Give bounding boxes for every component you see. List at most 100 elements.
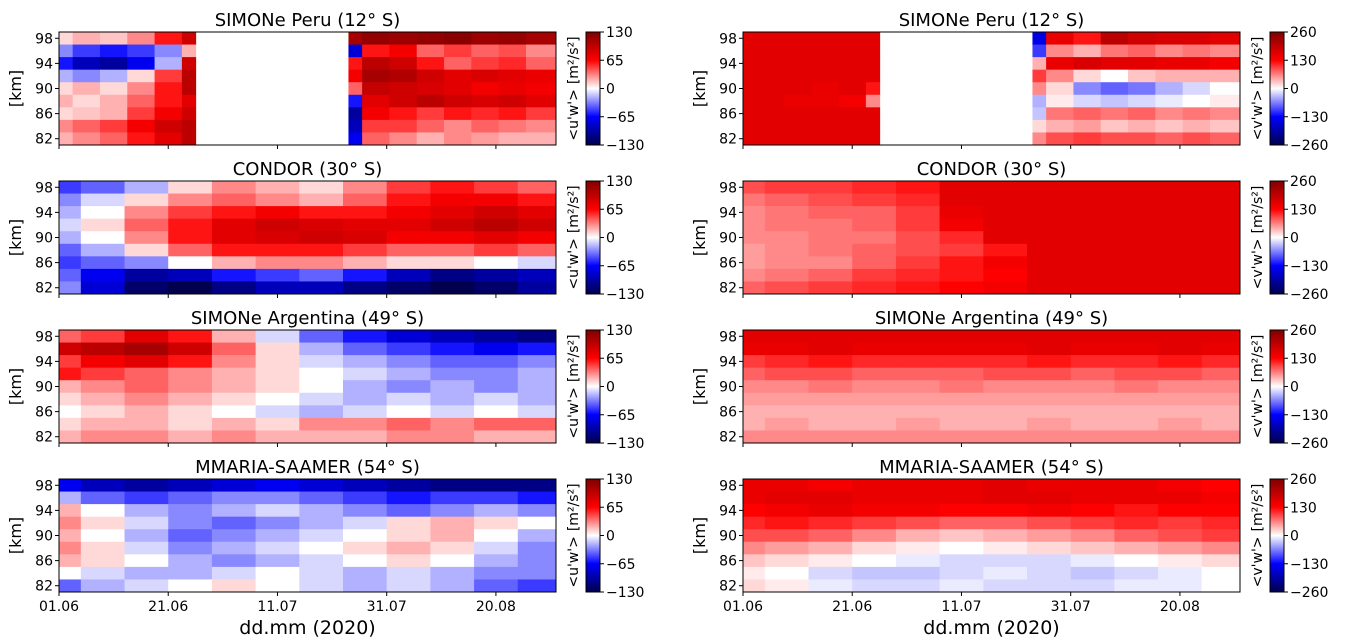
heatmap-cell (783, 69, 812, 83)
heatmap-cell (1209, 82, 1240, 96)
x-tick-label: 11.07 (941, 599, 981, 615)
heatmap-cell (1209, 44, 1240, 58)
heatmap-cell (59, 579, 82, 592)
y-tick-label: 86 (35, 107, 53, 123)
heatmap-cell (764, 330, 810, 344)
heatmap-cell (168, 193, 213, 207)
heatmap-cell (1155, 119, 1184, 134)
heatmap-area (743, 479, 1240, 592)
heatmap-cell (939, 566, 984, 581)
heatmap-cell (181, 119, 197, 134)
heatmap-cell (1114, 516, 1159, 530)
heatmap-cell (1155, 132, 1184, 145)
heatmap-cell (808, 206, 853, 220)
heatmap-cell (764, 243, 810, 257)
heatmap-cell (811, 57, 840, 71)
panel-7: 98 94 90 86 82 [km] 01.06 21.06 11.07 31.07 20.08 d… (6, 457, 644, 639)
heatmap-cell (865, 32, 881, 46)
y-tick-label: 98 (35, 31, 53, 47)
heatmap-cell (1073, 69, 1102, 83)
heatmap-cell (299, 392, 344, 406)
heatmap-cell (743, 69, 758, 83)
heatmap-cell (1158, 541, 1203, 555)
heatmap-cell (124, 430, 169, 443)
heatmap-cell (1158, 491, 1203, 505)
heatmap-cell (474, 268, 519, 283)
heatmap-cell (154, 119, 183, 134)
heatmap-cell (1027, 218, 1072, 232)
heatmap-cell (1201, 193, 1240, 207)
heatmap-cell (299, 206, 344, 220)
heatmap-cell (743, 107, 758, 121)
heatmap-cell (211, 529, 257, 543)
heatmap-cell (343, 405, 388, 419)
heatmap-cell (343, 479, 388, 493)
heatmap-cell (211, 218, 257, 232)
heatmap-cell (498, 132, 527, 145)
heatmap-cell (764, 218, 810, 232)
heatmap-cell (299, 529, 344, 543)
heatmap-cell (299, 193, 344, 207)
heatmap-cell (124, 554, 169, 568)
heatmap-cell (743, 554, 766, 568)
heatmap-cell (1128, 44, 1156, 58)
heatmap-cell (811, 32, 840, 46)
heatmap-cell (852, 256, 897, 270)
heatmap-cell (1100, 82, 1129, 96)
heatmap-cell (743, 504, 766, 518)
heatmap-cell (127, 44, 156, 58)
heatmap-cell (430, 516, 475, 530)
heatmap-cell (1209, 69, 1240, 83)
heatmap-cell (343, 367, 388, 381)
heatmap-cell (299, 231, 344, 245)
heatmap-cell (343, 243, 388, 257)
heatmap-cell (1182, 32, 1211, 46)
heatmap-cell (72, 57, 101, 71)
y-tick-label: 90 (35, 380, 53, 396)
heatmap-cell (517, 516, 556, 530)
heatmap-cell (255, 268, 300, 283)
heatmap-cell (743, 405, 766, 419)
heatmap-cell (1201, 430, 1240, 443)
colorbar-quantity: <v'w'> (1250, 536, 1266, 587)
heatmap-cell (1027, 405, 1072, 419)
y-axis-label: [km] (6, 368, 25, 405)
heatmap-cell (99, 44, 128, 58)
heatmap-cell (939, 268, 984, 283)
heatmap-cell (343, 231, 388, 245)
heatmap-cell (1155, 69, 1184, 83)
colorbar-tick-label: 260 (1290, 472, 1317, 488)
heatmap-cell (416, 82, 445, 96)
heatmap-cell (348, 119, 363, 134)
heatmap-cell (343, 206, 388, 220)
heatmap-cell (348, 57, 363, 71)
heatmap-cell (983, 479, 1028, 493)
heatmap-cell (59, 355, 82, 369)
heatmap-cell (983, 566, 1028, 581)
heatmap-cell (1182, 119, 1211, 134)
heatmap-cell (865, 57, 881, 71)
heatmap-cell (1201, 206, 1240, 220)
heatmap-cell (59, 57, 74, 71)
heatmap-cell (808, 281, 853, 294)
heatmap-cell (852, 268, 897, 283)
y-tick-label: 82 (35, 430, 53, 446)
heatmap-cell (471, 44, 500, 58)
heatmap-cell (255, 479, 300, 493)
heatmap-cell (80, 541, 126, 555)
heatmap-cell (1201, 243, 1240, 257)
colorbar-label: <u'w'> [m²/s²] (566, 483, 582, 587)
heatmap-cell (764, 193, 810, 207)
y-tick-label: 86 (719, 107, 737, 123)
heatmap-cell (1114, 405, 1159, 419)
heatmap-cell (343, 392, 388, 406)
heatmap-cell (1027, 330, 1072, 344)
heatmap-cell (299, 554, 344, 568)
colorbar-tick-label: 0 (1290, 82, 1299, 98)
heatmap-cell (743, 380, 766, 394)
heatmap-cell (474, 231, 519, 245)
heatmap-cell (764, 566, 810, 581)
heatmap-cell (299, 281, 344, 294)
heatmap-cell (154, 44, 183, 58)
